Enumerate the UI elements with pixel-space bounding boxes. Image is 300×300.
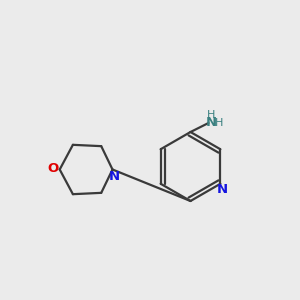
Text: N: N <box>108 169 120 183</box>
Text: N: N <box>217 183 228 196</box>
Text: O: O <box>47 162 59 176</box>
Text: H: H <box>215 118 223 128</box>
Text: H: H <box>207 110 216 121</box>
Text: N: N <box>206 116 217 130</box>
